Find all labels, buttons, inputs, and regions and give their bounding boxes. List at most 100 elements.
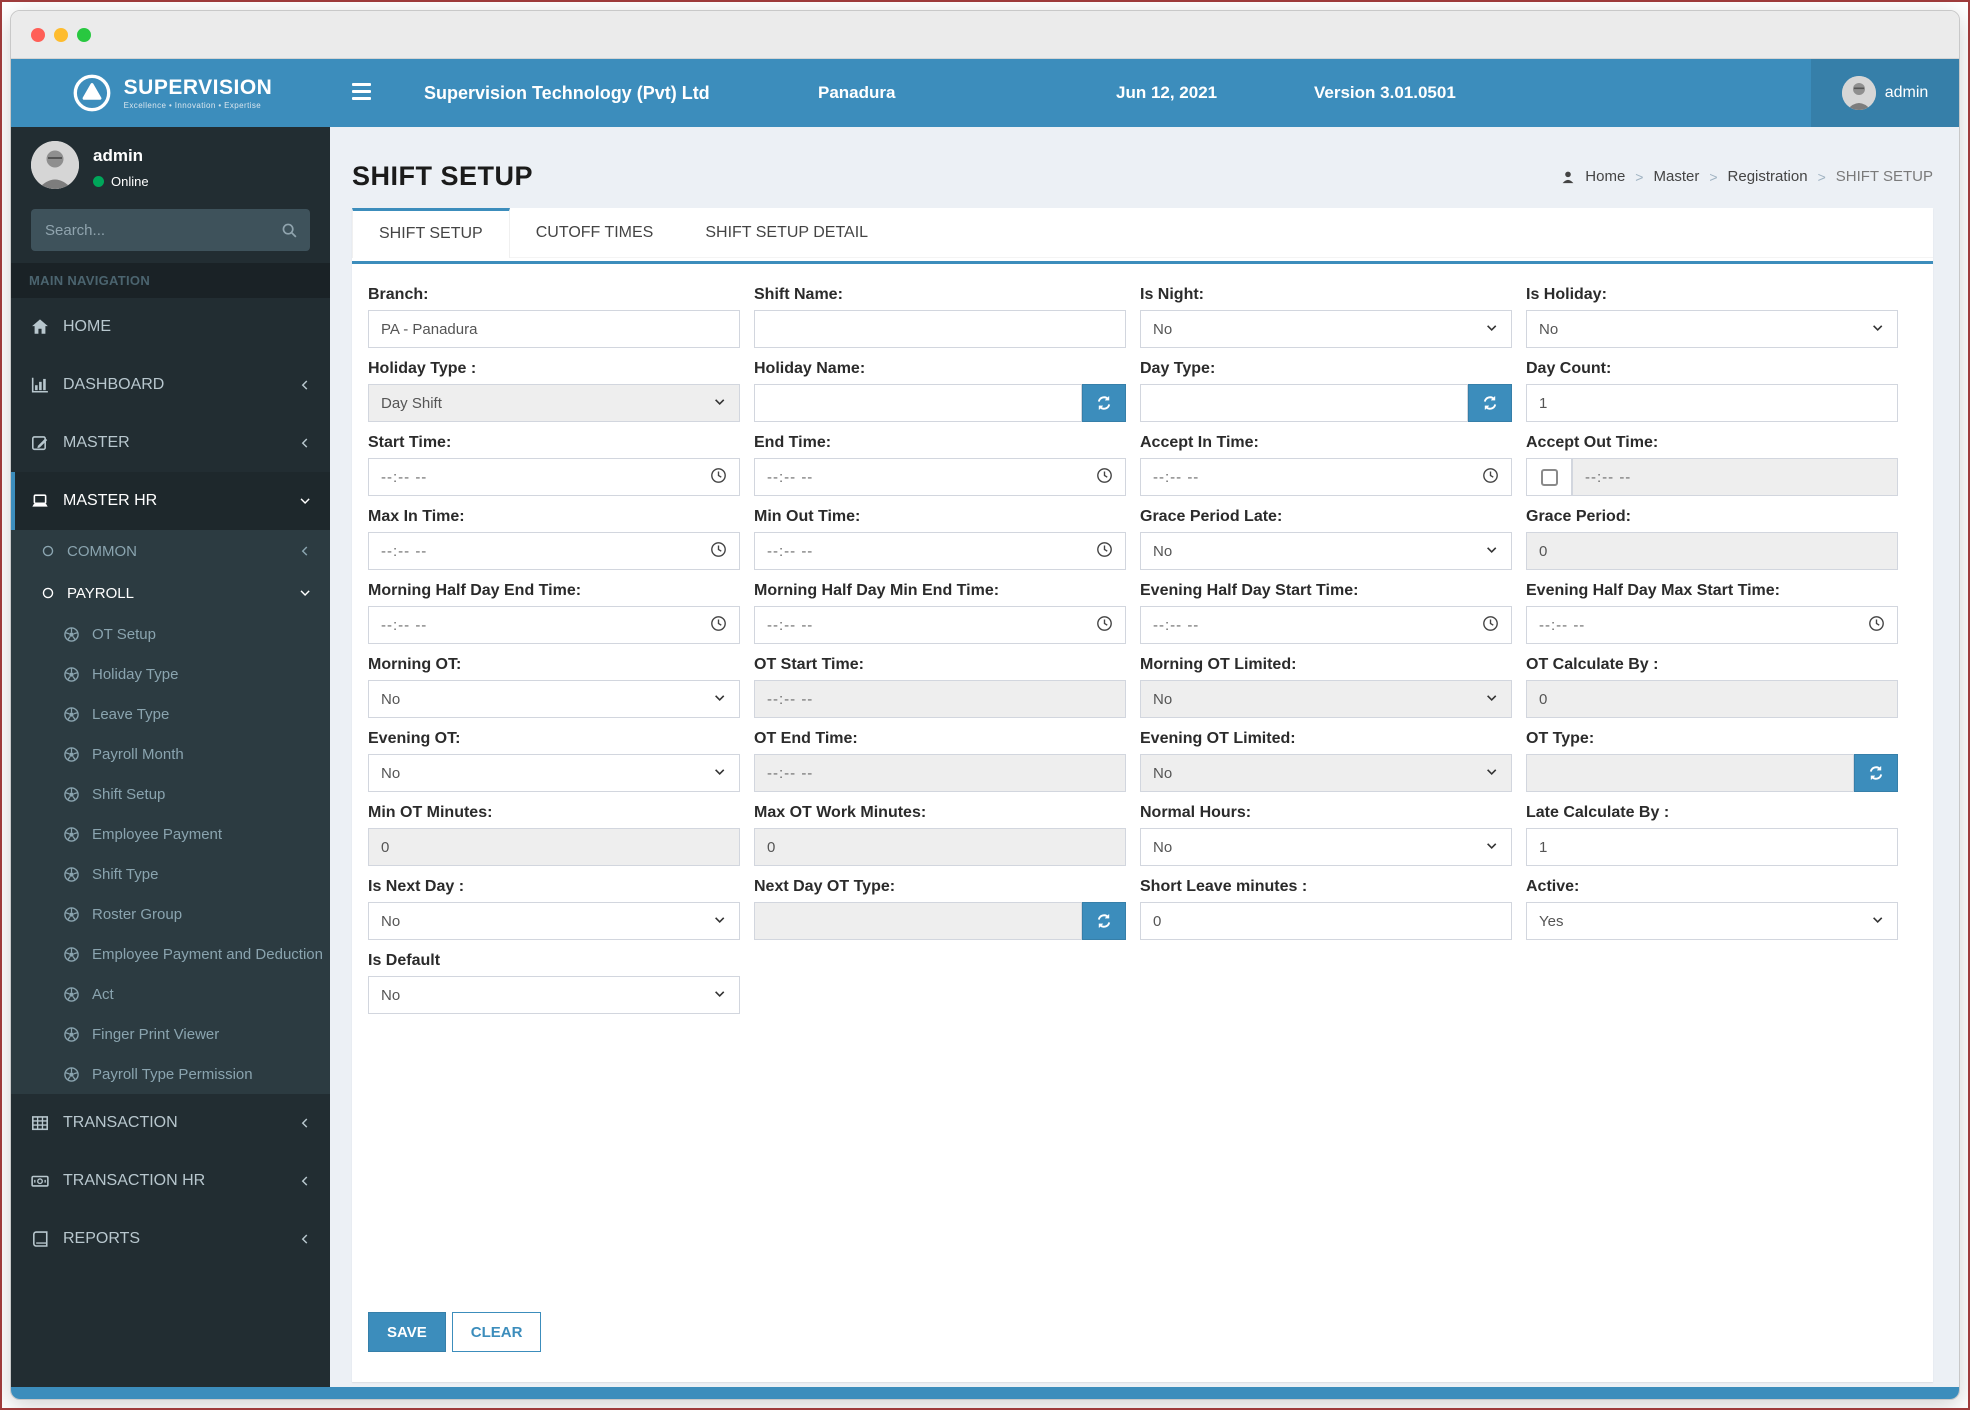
book-icon (31, 1230, 49, 1248)
min-out-time-time-input[interactable]: --:-- -- (754, 532, 1126, 570)
sidebar-item-label: REPORTS (63, 1230, 141, 1247)
holiday-name-input[interactable] (754, 384, 1082, 422)
tab-cutoff-times[interactable]: CUTOFF TIMES (535, 224, 654, 241)
sidebar-item-common[interactable]: COMMON (11, 530, 330, 572)
ot-start-time-time-input[interactable]: --:-- -- (754, 680, 1126, 718)
sidebar-item-dashboard[interactable]: DASHBOARD (11, 356, 330, 414)
end-time-time-input[interactable]: --:-- -- (754, 458, 1126, 496)
app-version: Version 3.01.0501 (1314, 83, 1456, 102)
search-input[interactable] (45, 221, 281, 239)
chevron-left-icon (299, 437, 312, 450)
select-value: No (381, 912, 401, 930)
sidebar-menu: HOME DASHBOARD MASTER MASTER HR COMMON PAYROL… (11, 298, 330, 1268)
accept-in-time-time-input[interactable]: --:-- -- (1140, 458, 1512, 496)
active-select[interactable]: Yes (1526, 902, 1898, 940)
is-night-select[interactable]: No (1140, 310, 1512, 348)
sidebar-item-holiday-type[interactable]: Holiday Type (11, 654, 330, 694)
is-next-day-select[interactable]: No (368, 902, 740, 940)
ot-type-refresh-button[interactable] (1854, 754, 1898, 792)
sidebar-item-employee-payment[interactable]: Employee Payment (11, 814, 330, 854)
form-field-morning-ot-limited: Morning OT Limited: No (1140, 656, 1512, 718)
minimize-window-button[interactable] (54, 28, 68, 42)
sidebar-item-home[interactable]: HOME (11, 298, 330, 356)
day-type-refresh-button[interactable] (1468, 384, 1512, 422)
breadcrumb-home[interactable]: Home (1585, 168, 1626, 185)
next-day-ot-type-input[interactable] (754, 902, 1082, 940)
evening-half-day-max-start-time-time-input[interactable]: --:-- -- (1526, 606, 1898, 644)
search-icon[interactable] (281, 222, 298, 239)
field-label: Day Count: (1526, 360, 1612, 377)
min-ot-minutes-input[interactable] (368, 828, 740, 866)
day-type-input[interactable] (1140, 384, 1468, 422)
sidebar-toggle-icon[interactable] (352, 83, 371, 104)
sidebar-item-label: Payroll Month (92, 745, 184, 763)
sidebar-item-ot-setup[interactable]: OT Setup (11, 614, 330, 654)
grace-period-input[interactable] (1526, 532, 1898, 570)
user-menu[interactable]: admin (1811, 59, 1959, 127)
sidebar-item-payroll-month[interactable]: Payroll Month (11, 734, 330, 774)
grace-period-late-select[interactable]: No (1140, 532, 1512, 570)
select-value: No (1153, 764, 1173, 782)
edit-icon (31, 434, 49, 452)
max-ot-work-minutes-input[interactable] (754, 828, 1126, 866)
breadcrumb-registration[interactable]: Registration (1727, 168, 1808, 185)
shift-name-input[interactable] (754, 310, 1126, 348)
is-default-select[interactable]: No (368, 976, 740, 1014)
holiday-name-refresh-button[interactable] (1082, 384, 1126, 422)
sidebar-item-shift-setup[interactable]: Shift Setup (11, 774, 330, 814)
brand-logo[interactable]: SUPERVISION Excellence • Innovation • Ex… (11, 59, 330, 127)
sidebar-item-transaction[interactable]: TRANSACTION (11, 1094, 330, 1152)
breadcrumb-master[interactable]: Master (1653, 168, 1700, 185)
morning-ot-limited-select[interactable]: No (1140, 680, 1512, 718)
sidebar-item-act[interactable]: Act (11, 974, 330, 1014)
morning-ot-select[interactable]: No (368, 680, 740, 718)
sidebar-item-shift-type[interactable]: Shift Type (11, 854, 330, 894)
accept-out-time-checkbox[interactable] (1540, 468, 1558, 486)
evening-half-day-start-time-time-input[interactable]: --:-- -- (1140, 606, 1512, 644)
time-placeholder: --:-- -- (767, 616, 814, 634)
sidebar-item-payroll[interactable]: PAYROLL (11, 572, 330, 614)
app-window: SUPERVISION Excellence • Innovation • Ex… (10, 10, 1960, 1400)
morning-half-day-end-time-time-input[interactable]: --:-- -- (368, 606, 740, 644)
sidebar-item-finger-print-viewer[interactable]: Finger Print Viewer (11, 1014, 330, 1054)
ot-type-input[interactable] (1526, 754, 1854, 792)
normal-hours-select[interactable]: No (1140, 828, 1512, 866)
is-holiday-select[interactable]: No (1526, 310, 1898, 348)
sidebar-item-payroll-type-permission[interactable]: Payroll Type Permission (11, 1054, 330, 1094)
start-time-time-input[interactable]: --:-- -- (368, 458, 740, 496)
sidebar-item-employee-payment-and-deduction[interactable]: Employee Payment and Deduction (11, 934, 330, 974)
ot-end-time-time-input[interactable]: --:-- -- (754, 754, 1126, 792)
sidebar-item-master[interactable]: MASTER (11, 414, 330, 472)
field-label: Holiday Name: (754, 360, 866, 377)
max-in-time-time-input[interactable]: --:-- -- (368, 532, 740, 570)
tab-shift-setup-detail[interactable]: SHIFT SETUP DETAIL (705, 224, 869, 241)
close-window-button[interactable] (31, 28, 45, 42)
short-leave-minutes-input[interactable] (1140, 902, 1512, 940)
evening-ot-limited-select[interactable]: No (1140, 754, 1512, 792)
day-count-input[interactable] (1526, 384, 1898, 422)
holiday-type-select[interactable]: Day Shift (368, 384, 740, 422)
current-date: Jun 12, 2021 (1116, 83, 1218, 102)
ot-calculate-by-input[interactable] (1526, 680, 1898, 718)
sidebar-item-leave-type[interactable]: Leave Type (11, 694, 330, 734)
shift-setup-form: Branch: Shift Name: Is Night: No Is Holida… (352, 264, 1933, 1014)
accept-out-time-time-input[interactable]: --:-- -- (1572, 458, 1898, 496)
chevron-down-icon (714, 989, 727, 1002)
branch-input[interactable] (368, 310, 740, 348)
sidebar-item-roster-group[interactable]: Roster Group (11, 894, 330, 934)
clear-button[interactable]: CLEAR (451, 1312, 542, 1352)
sidebar-item-transaction-hr[interactable]: TRANSACTION HR (11, 1152, 330, 1210)
save-button[interactable]: SAVE (368, 1312, 446, 1352)
sidebar-item-master-hr[interactable]: MASTER HR (11, 472, 330, 530)
table-icon (31, 1114, 49, 1132)
evening-ot-select[interactable]: No (368, 754, 740, 792)
user-breadcrumb-icon (1561, 170, 1575, 184)
morning-half-day-min-end-time-time-input[interactable]: --:-- -- (754, 606, 1126, 644)
late-calculate-by-input[interactable] (1526, 828, 1898, 866)
clock-icon (710, 615, 727, 636)
next-day-ot-type-refresh-button[interactable] (1082, 902, 1126, 940)
field-label: Active: (1526, 878, 1580, 895)
tab-shift-setup[interactable]: SHIFT SETUP (352, 208, 510, 258)
sidebar-item-reports[interactable]: REPORTS (11, 1210, 330, 1268)
zoom-window-button[interactable] (77, 28, 91, 42)
